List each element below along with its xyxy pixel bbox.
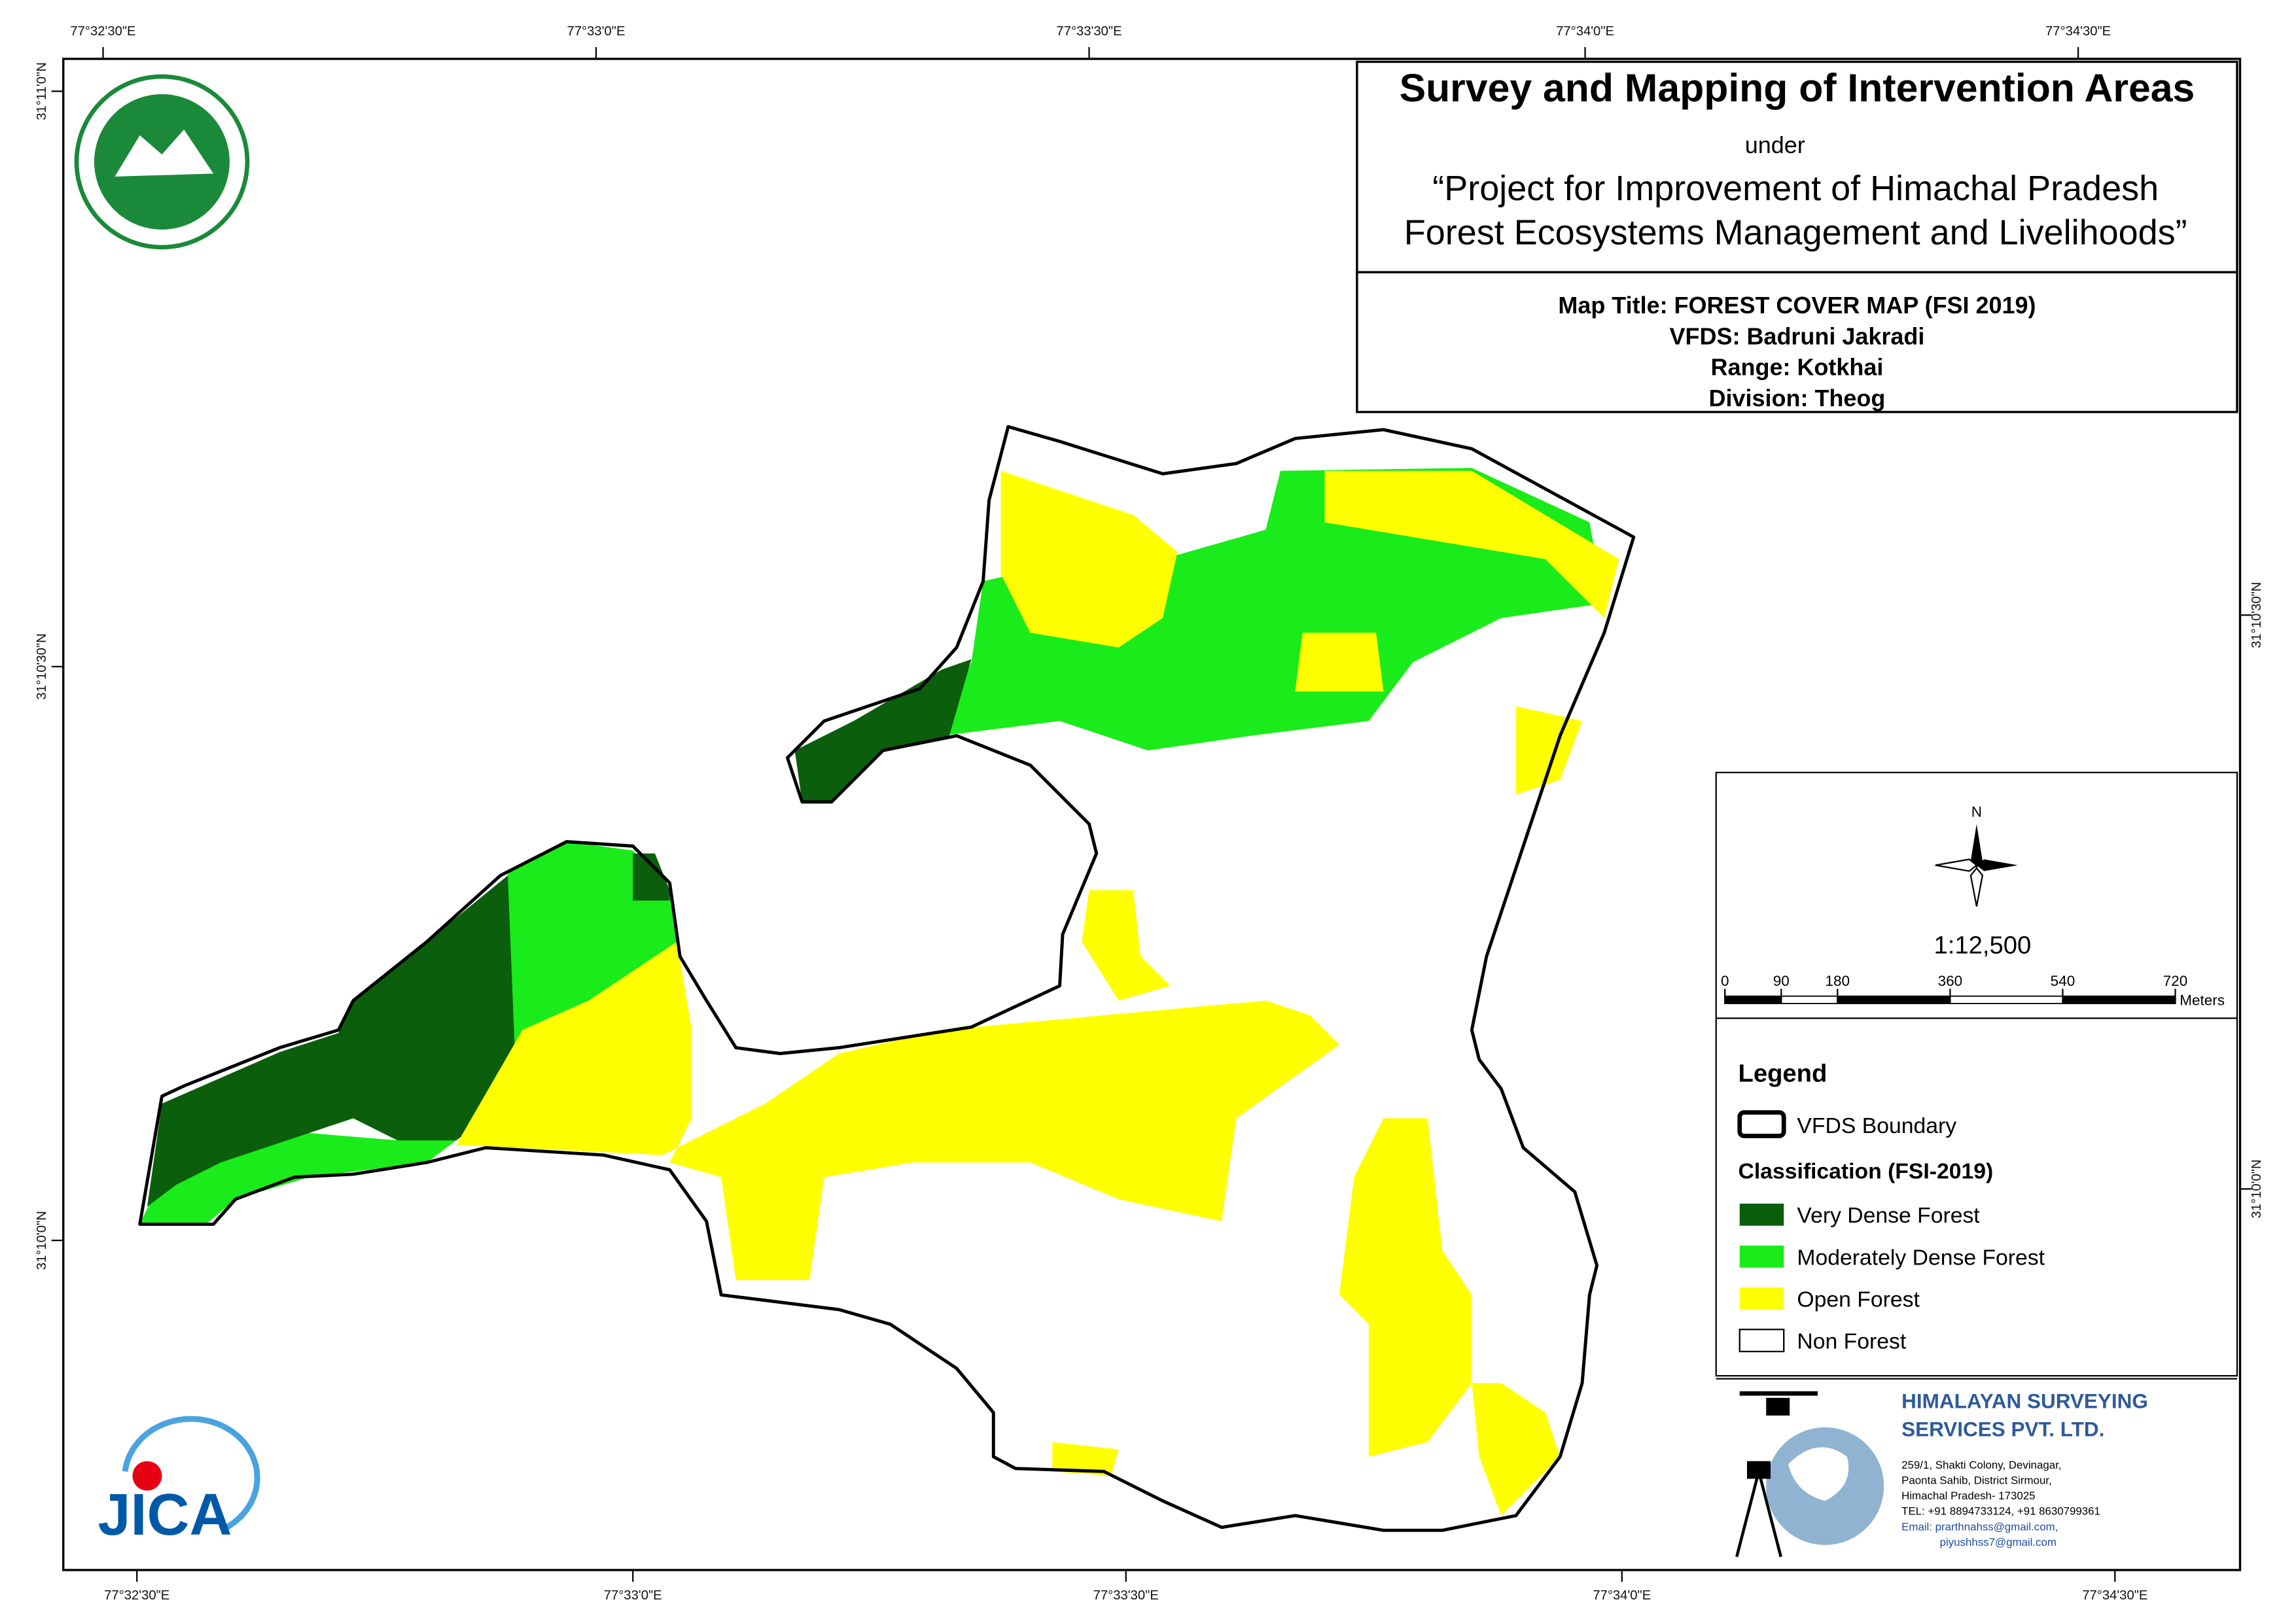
map-info: Map Title: FOREST COVER MAP (FSI 2019) (1558, 292, 2036, 319)
map-frame (62, 58, 2242, 1571)
north-arrow (1935, 824, 2018, 907)
legend-label: Non Forest (1797, 1329, 1906, 1354)
grid-label: 77°33'30"E (1093, 1588, 1159, 1603)
forest-dept-logo (74, 74, 250, 250)
scale-label: 540 (2051, 973, 2075, 989)
legend-classes: Very Dense Forest Moderately Dense Forest… (1739, 1203, 2045, 1354)
legend-title: Legend (1738, 1059, 1827, 1087)
company-address: 259/1, Shakti Colony, Devinagar, Paonta S… (1901, 1459, 2100, 1548)
north-label: N (1971, 803, 1982, 820)
forest-patch (633, 853, 670, 901)
legend-subtitle: Classification (FSI-2019) (1738, 1159, 1993, 1184)
map-info: Range: Kotkhai (1711, 354, 1884, 381)
legend-label: Moderately Dense Forest (1797, 1245, 2045, 1270)
address-line: piyushhss7@gmail.com (1940, 1536, 2057, 1548)
address-line: 259/1, Shakti Colony, Devinagar, (1901, 1459, 2061, 1471)
scale-label: 0 (1721, 973, 1729, 989)
scale-segment (1837, 995, 1951, 1004)
forest-patch (1339, 1118, 1472, 1457)
jica-logo: JICA (97, 1416, 260, 1548)
under: under (1745, 131, 1805, 158)
address-line: Email: prarthnahss@gmail.com, (1901, 1520, 2058, 1533)
scale-bar: 0 90 180 360 540 720 (1721, 973, 2188, 1004)
forest-patch (1472, 1383, 1561, 1516)
legend-swatch (1739, 1287, 1784, 1310)
grid-label: 77°32'30"E (70, 24, 135, 39)
legend-label: Very Dense Forest (1797, 1203, 1980, 1228)
company-logo (1735, 1391, 1884, 1558)
grid-labels: 77°32'30"E 77°33'0"E 77°33'30"E 77°34'0"… (35, 24, 2264, 1603)
grid-ticks (51, 46, 2252, 1582)
scale-label: 360 (1938, 973, 1963, 989)
forest-patch (1515, 706, 1583, 795)
grid-label: 31°10'30"N (35, 633, 49, 699)
forest-patch (1324, 470, 1619, 618)
legend-swatch (1739, 1329, 1785, 1353)
legend-swatch (1739, 1203, 1784, 1226)
forest-patch (139, 841, 677, 1225)
forest-patch (147, 875, 516, 1207)
grid-label: 77°34'0"E (1593, 1588, 1651, 1603)
address-line: Paonta Sahib, District Sirmour, (1901, 1474, 2052, 1486)
boundary-swatch (1737, 1110, 1786, 1138)
info-box (1356, 271, 2238, 413)
scale-segment (2062, 995, 2176, 1004)
project-line: Forest Ecosystems Management and Livelih… (1404, 213, 2187, 252)
grid-label: 77°33'0"E (567, 24, 626, 39)
forest-patch (794, 659, 972, 802)
scale-label: 180 (1826, 973, 1850, 989)
address-line: Himachal Pradesh- 173025 (1901, 1490, 2035, 1502)
forest-patch (1000, 470, 1178, 648)
project-line: “Project for Improvement of Himachal Pra… (1432, 169, 2159, 208)
grid-label: 31°10'0"N (2250, 1159, 2264, 1218)
scale-segment (1724, 995, 1782, 1004)
title-box (1356, 60, 2238, 273)
grid-label: 31°11'0"N (35, 62, 49, 120)
scale-label: 720 (2163, 973, 2188, 989)
grid-label: 77°34'30"E (2082, 1588, 2147, 1603)
vfds-boundary (138, 425, 1636, 1532)
forest-patch (456, 941, 1339, 1280)
scale-segment (1780, 995, 1839, 1004)
grid-label: 77°33'0"E (604, 1588, 662, 1603)
grid-label: 77°34'30"E (2045, 24, 2111, 39)
title: Survey and Mapping of Intervention Areas (1400, 65, 2195, 110)
legend-label: Open Forest (1797, 1287, 1920, 1312)
map-info: VFDS: Badruni Jakradi (1670, 323, 1925, 349)
grid-label: 77°32'30"E (104, 1588, 169, 1603)
forest-patch (1052, 1442, 1119, 1476)
grid-label: 77°33'30"E (1056, 24, 1122, 39)
grid-label: 31°10'0"N (35, 1211, 49, 1270)
forest-patch (1082, 890, 1171, 1001)
legend-swatch (1739, 1246, 1784, 1268)
forest-patch (1295, 633, 1384, 692)
scale-segment (1949, 995, 2064, 1004)
grid-label: 31°10'30"N (2250, 582, 2264, 648)
scale-ratio: 1:12,500 (1934, 932, 2031, 960)
address-line: TEL: +91 8894733124, +91 8630799361 (1901, 1505, 2100, 1518)
grid-label: 77°34'0"E (1556, 24, 1614, 39)
scale-label: 90 (1773, 973, 1790, 989)
company-name: SERVICES PVT. LTD. (1901, 1417, 2104, 1440)
company-name: HIMALAYAN SURVEYING (1901, 1389, 2148, 1413)
legend-label: VFDS Boundary (1797, 1113, 1956, 1138)
map-area (138, 425, 1636, 1532)
scale-unit: Meters (2180, 992, 2225, 1008)
jica-text: JICA (97, 1482, 232, 1548)
map-info: Division: Theog (1709, 385, 1886, 411)
